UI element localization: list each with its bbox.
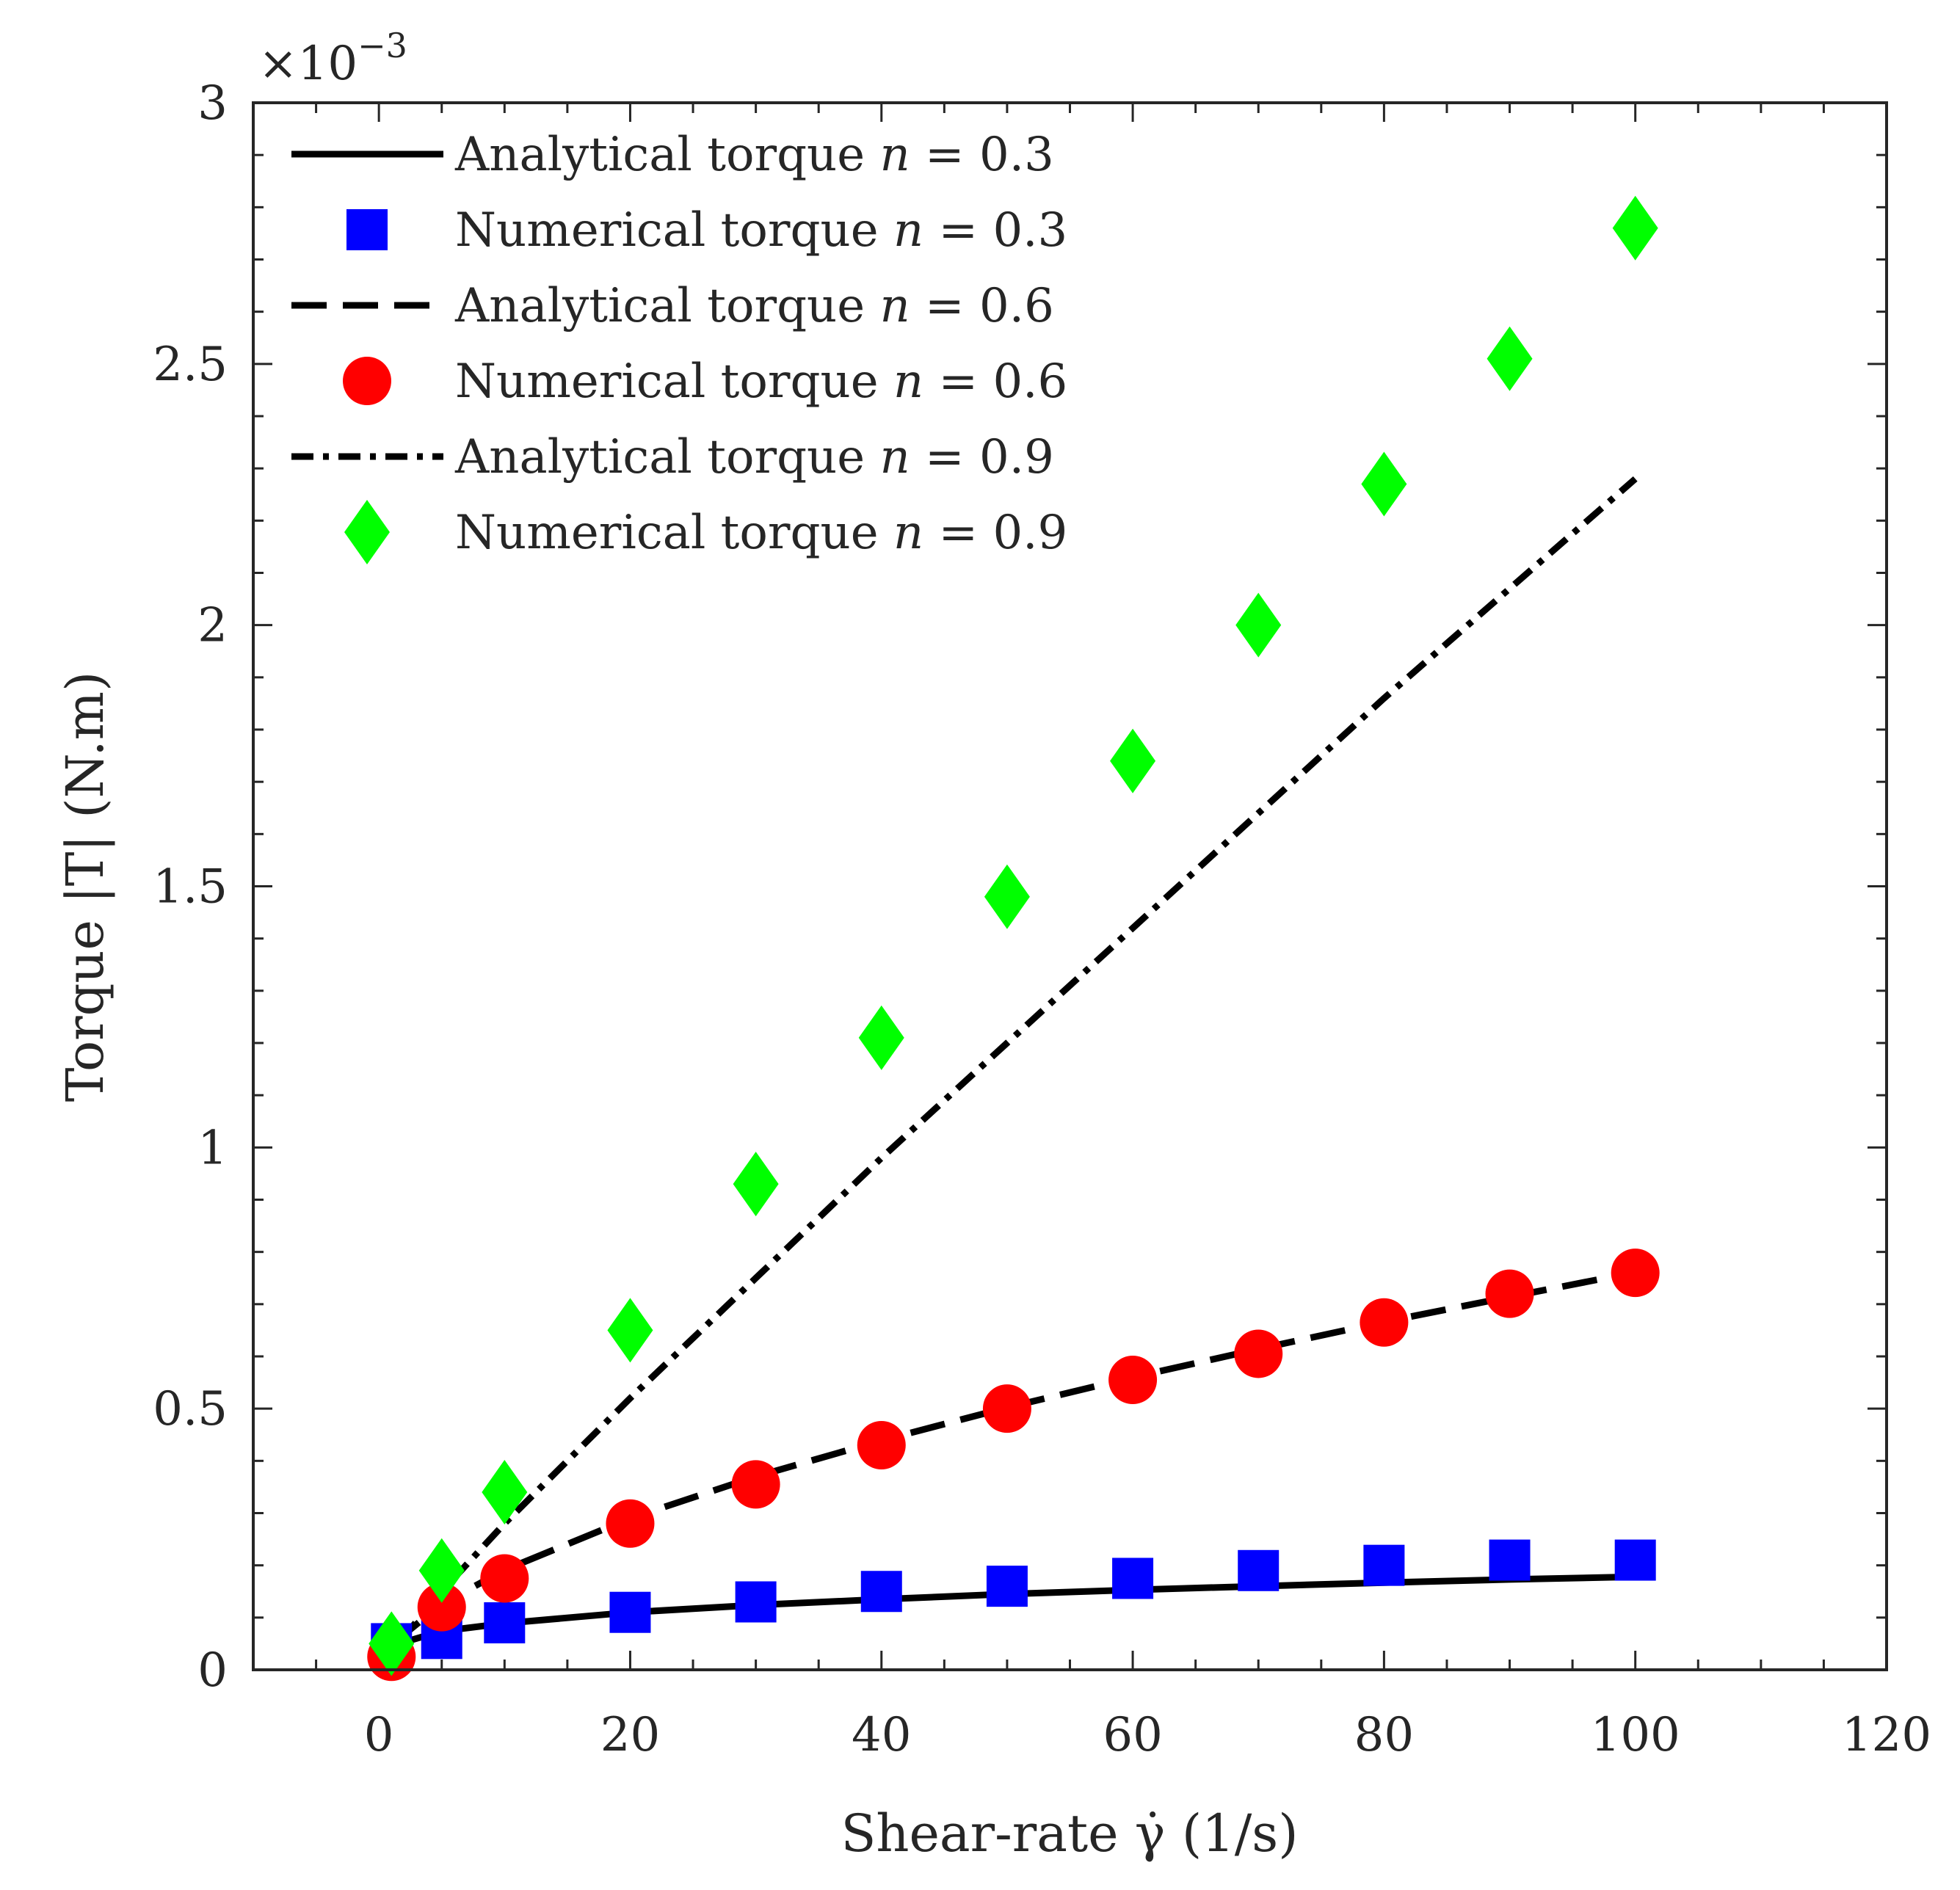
x-tick-label: 20: [600, 1708, 660, 1762]
legend-label-var: n: [893, 506, 923, 560]
legend-label-prefix: Analytical torque: [454, 430, 879, 484]
data-point-circle: [982, 1384, 1031, 1433]
x-tick-label: 120: [1842, 1708, 1931, 1762]
data-point-square: [609, 1591, 651, 1633]
x-tick-label: 80: [1354, 1708, 1414, 1762]
legend-item: Numerical torque n = 0.3: [346, 203, 1067, 258]
x-tick-label: 0: [364, 1708, 394, 1762]
data-point-square: [1489, 1539, 1531, 1581]
series-line: [388, 476, 1638, 1654]
data-point-diamond: [1235, 592, 1282, 658]
data-point-square: [986, 1566, 1028, 1607]
data-point-circle: [606, 1499, 655, 1548]
y-exponent-label: ×10−3: [258, 26, 407, 91]
series-5-markers: [369, 195, 1658, 1676]
data-point-circle: [480, 1554, 529, 1603]
legend-label-value: = 0.9: [923, 506, 1067, 560]
legend-label: Numerical torque n = 0.9: [455, 506, 1067, 560]
data-point-circle: [857, 1420, 906, 1469]
data-point-diamond: [858, 1005, 904, 1070]
x-axis-title: Shear-rate γ̇ (1/s): [841, 1803, 1298, 1864]
legend-item: Numerical torque n = 0.6: [343, 355, 1067, 409]
data-point-diamond: [733, 1152, 779, 1217]
legend-label-prefix: Numerical torque: [455, 203, 893, 258]
legend-label-value: = 0.3: [910, 128, 1054, 182]
x-tick-label: 40: [852, 1708, 911, 1762]
legend-item: Analytical torque n = 0.9: [291, 430, 1054, 484]
legend-label: Numerical torque n = 0.3: [455, 203, 1067, 258]
data-point-square: [1363, 1544, 1405, 1586]
data-point-diamond: [607, 1298, 653, 1363]
data-point-diamond: [1612, 195, 1658, 261]
legend-label-var: n: [893, 203, 923, 258]
legend-label-value: = 0.6: [910, 279, 1054, 333]
data-point-circle: [1234, 1329, 1283, 1378]
legend-marker-swatch: [346, 209, 388, 250]
legend-label-value: = 0.6: [923, 355, 1067, 409]
data-point-square: [484, 1602, 526, 1643]
data-point-circle: [1611, 1249, 1660, 1298]
data-point-diamond: [418, 1538, 465, 1603]
data-point-square: [1614, 1539, 1656, 1581]
x-tick-label: 100: [1591, 1708, 1680, 1762]
data-point-square: [1112, 1558, 1154, 1599]
plot-area: [367, 195, 1660, 1682]
legend-label-var: n: [893, 355, 923, 409]
legend-label-prefix: Analytical torque: [454, 128, 879, 182]
legend-label-var: n: [879, 279, 910, 333]
x-tick-label: 60: [1103, 1708, 1162, 1762]
y-tick-labels: 0 0.5 1 1.5 2 2.5 3: [153, 76, 228, 1698]
data-point-diamond: [984, 864, 1030, 929]
legend-label-prefix: Analytical torque: [454, 279, 879, 333]
legend-marker-swatch: [343, 357, 391, 405]
data-point-circle: [731, 1460, 780, 1509]
y-axis-title: Torque |T| (N.m): [55, 672, 115, 1102]
legend-item: Analytical torque n = 0.3: [291, 128, 1054, 182]
legend-label-value: = 0.9: [910, 430, 1054, 484]
plot-frame: [252, 101, 1888, 1671]
data-point-diamond: [482, 1460, 528, 1525]
legend-label-var: n: [879, 430, 910, 484]
y-tick-label: 1.5: [153, 860, 228, 915]
legend-label: Analytical torque n = 0.6: [454, 279, 1054, 333]
data-point-diamond: [1361, 451, 1407, 517]
axis-ticks: [252, 101, 1888, 1671]
legend-marker-swatch: [344, 500, 390, 564]
legend-label-prefix: Numerical torque: [455, 355, 893, 409]
legend-label: Analytical torque n = 0.3: [454, 128, 1054, 182]
data-point-diamond: [1487, 326, 1533, 391]
data-point-square: [860, 1571, 902, 1613]
legend-label: Analytical torque n = 0.9: [454, 430, 1054, 484]
legend-label-prefix: Numerical torque: [455, 506, 893, 560]
y-tick-label: 2: [197, 599, 228, 653]
legend-label: Numerical torque n = 0.6: [455, 355, 1067, 409]
data-point-square: [1238, 1549, 1280, 1591]
x-tick-labels: 0 20 40 60 80 100 120: [364, 1708, 1931, 1762]
data-point-diamond: [1110, 728, 1156, 793]
data-point-circle: [1485, 1269, 1534, 1318]
y-tick-label: 3: [197, 76, 228, 131]
data-point-circle: [417, 1582, 466, 1632]
y-tick-label: 0.5: [153, 1382, 228, 1436]
legend-item: Numerical torque n = 0.9: [344, 500, 1067, 564]
y-tick-label: 0: [197, 1643, 228, 1698]
data-point-circle: [1360, 1298, 1409, 1347]
data-point-circle: [1108, 1356, 1158, 1405]
legend-label-value: = 0.3: [923, 203, 1067, 258]
legend-label-var: n: [879, 128, 910, 182]
data-point-square: [735, 1581, 777, 1623]
y-tick-label: 2.5: [153, 338, 228, 392]
y-exponent-base: ×10: [258, 37, 357, 91]
series-4-line-group: [388, 476, 1638, 1654]
series-1-markers: [371, 1539, 1656, 1665]
legend-item: Analytical torque n = 0.6: [291, 279, 1054, 333]
y-exponent-power: −3: [357, 26, 407, 65]
data-point-diamond: [369, 1611, 415, 1676]
y-tick-label: 1: [197, 1121, 228, 1175]
